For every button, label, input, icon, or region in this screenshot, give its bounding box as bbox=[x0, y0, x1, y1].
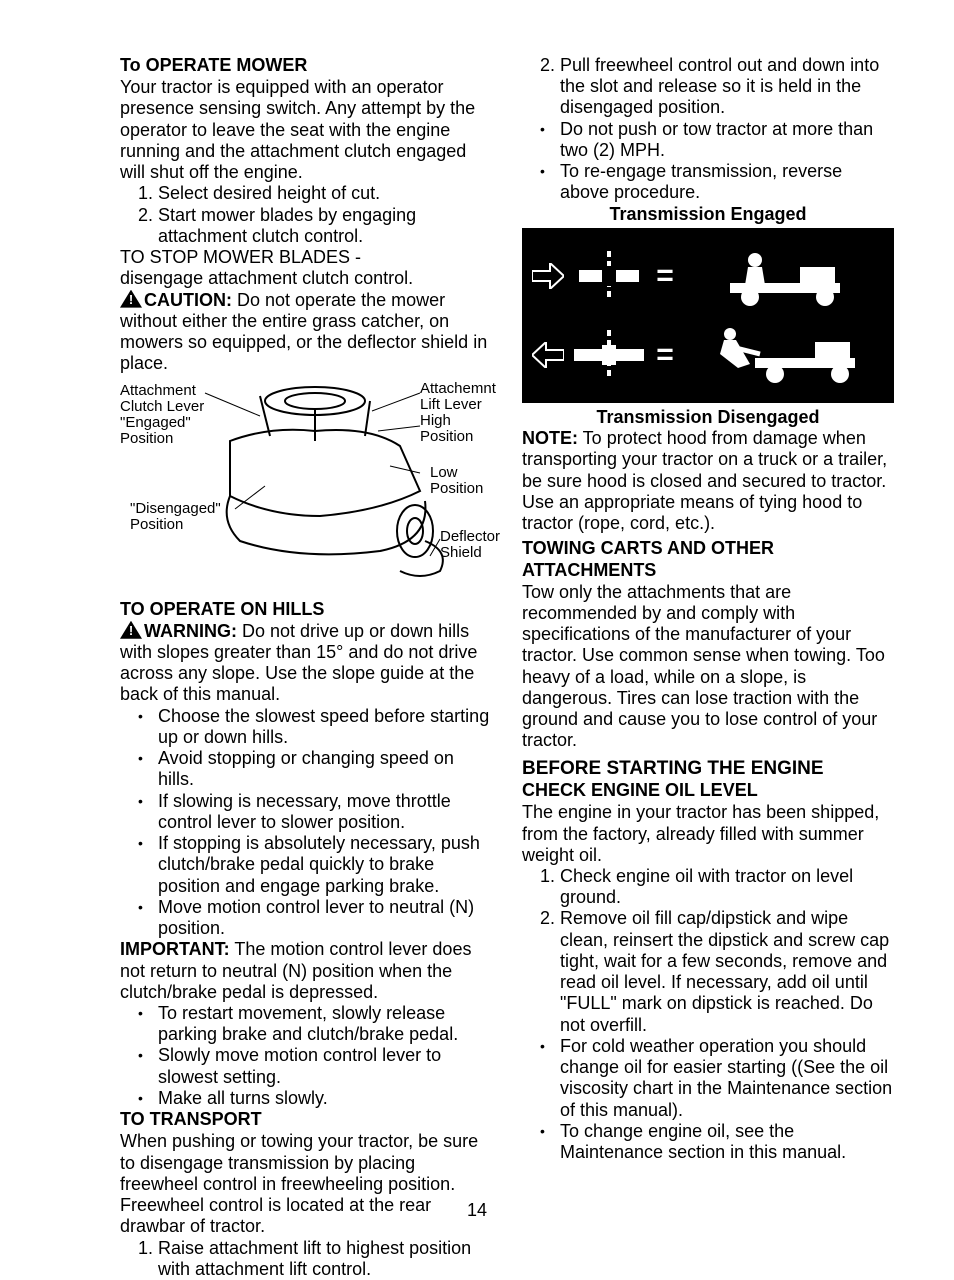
step-num: 2. bbox=[540, 908, 560, 1035]
trans-engaged-row: = bbox=[532, 241, 884, 311]
engine-intro: The engine in your tractor has been ship… bbox=[522, 802, 894, 866]
step-text: Remove oil fill cap/dipstick and wipe cl… bbox=[560, 908, 894, 1035]
bullet-text: Choose the slowest speed before starting… bbox=[158, 706, 492, 748]
trans-disengaged-row: = bbox=[532, 320, 884, 390]
note-label: NOTE: bbox=[522, 428, 578, 448]
fig-label: Attachment bbox=[120, 383, 196, 400]
engine-steps: 1.Check engine oil with tractor on level… bbox=[522, 866, 894, 1036]
right-column: 2.Pull freewheel control out and down in… bbox=[522, 55, 894, 1280]
bullet-text: Slowly move motion control lever to slow… bbox=[158, 1045, 492, 1087]
fig-label: Lift Lever bbox=[420, 397, 482, 414]
bullet-icon: • bbox=[138, 708, 158, 750]
engine-bullets: •For cold weather operation you should c… bbox=[522, 1036, 894, 1163]
fig-label: High bbox=[420, 413, 451, 430]
page-number: 14 bbox=[0, 1200, 954, 1221]
tractor-seated-icon bbox=[686, 245, 884, 307]
left-column: To OPERATE MOWER Your tractor is equippe… bbox=[120, 55, 492, 1280]
mower-intro: Your tractor is equipped with an operato… bbox=[120, 77, 492, 183]
equals-icon: = bbox=[654, 337, 676, 372]
bullet-text: Avoid stopping or changing speed on hill… bbox=[158, 748, 492, 790]
bullet-icon: • bbox=[138, 793, 158, 835]
hills-warning: WARNING: Do not drive up or down hills w… bbox=[120, 621, 492, 706]
fig-label: Position bbox=[420, 429, 473, 446]
step-num: 1. bbox=[540, 866, 560, 908]
towing-text: Tow only the attachments that are recomm… bbox=[522, 582, 894, 752]
transport-intro: When pushing or towing your tractor, be … bbox=[120, 1131, 492, 1237]
bullet-text: To re-engage transmission, reverse above… bbox=[560, 161, 894, 203]
bullet-text: If slowing is necessary, move throttle c… bbox=[158, 791, 492, 833]
bullet-text: To restart movement, slowly release park… bbox=[158, 1003, 492, 1045]
bullet-icon: • bbox=[540, 1123, 560, 1165]
bullet-icon: • bbox=[138, 1005, 158, 1047]
bullet-icon: • bbox=[138, 750, 158, 792]
fig-label: Shield bbox=[440, 545, 482, 562]
bullet-text: For cold weather operation you should ch… bbox=[560, 1036, 894, 1121]
transport-bullets: •Do not push or tow tractor at more than… bbox=[522, 119, 894, 204]
bullet-icon: • bbox=[138, 835, 158, 899]
bullet-icon: • bbox=[138, 1090, 158, 1111]
warning-triangle-icon bbox=[120, 290, 142, 308]
arrow-right-icon bbox=[532, 263, 564, 289]
tractor-pushing-icon bbox=[686, 324, 884, 386]
hills-important: IMPORTANT: The motion control lever does… bbox=[120, 939, 492, 1003]
bullet-icon: • bbox=[540, 163, 560, 205]
engine-sub: CHECK ENGINE OIL LEVEL bbox=[522, 780, 894, 801]
step-text: Select desired height of cut. bbox=[158, 183, 380, 204]
hills-bullets-2: •To restart movement, slowly release par… bbox=[120, 1003, 492, 1109]
arrow-left-icon bbox=[532, 342, 564, 368]
mower-controls-figure: Attachment Clutch Lever "Engaged" Positi… bbox=[120, 381, 492, 591]
step-text: Pull freewheel control out and down into… bbox=[560, 55, 894, 119]
fig-label: Attachemnt bbox=[420, 381, 496, 398]
bullet-text: If stopping is absolutely necessary, pus… bbox=[158, 833, 492, 897]
lever-in-icon bbox=[574, 246, 644, 306]
fig-label: Clutch Lever bbox=[120, 399, 204, 416]
fig-label: Deflector bbox=[440, 529, 500, 546]
fig-label: "Engaged" bbox=[120, 415, 191, 432]
caution-label: CAUTION: bbox=[144, 290, 232, 310]
towing-title: TOWING CARTS AND OTHER ATTACHMENTS bbox=[522, 538, 894, 580]
transmission-diagram: = bbox=[522, 228, 894, 403]
warning-triangle-icon bbox=[120, 621, 142, 639]
stop-label: TO STOP MOWER BLADES - bbox=[120, 247, 492, 268]
step-text: Raise attachment lift to highest positio… bbox=[158, 1238, 492, 1280]
bullet-text: Do not push or tow tractor at more than … bbox=[560, 119, 894, 161]
transport-steps: 1.Raise attachment lift to highest posit… bbox=[120, 1238, 492, 1280]
bullet-text: Move motion control lever to neutral (N)… bbox=[158, 897, 492, 939]
bullet-icon: • bbox=[138, 1047, 158, 1089]
hills-title: TO OPERATE ON HILLS bbox=[120, 599, 492, 620]
caution-block: CAUTION: Do not operate the mower withou… bbox=[120, 290, 492, 375]
bullet-icon: • bbox=[540, 121, 560, 163]
transport-steps-cont: 2.Pull freewheel control out and down in… bbox=[522, 55, 894, 119]
fig-label: Position bbox=[130, 517, 183, 534]
mower-steps: 1.Select desired height of cut. 2.Start … bbox=[120, 183, 492, 247]
warn-label: WARNING: bbox=[144, 621, 237, 641]
transport-title: TO TRANSPORT bbox=[120, 1109, 492, 1130]
trans-disengaged-label: Transmission Disengaged bbox=[522, 407, 894, 428]
mower-title: To OPERATE MOWER bbox=[120, 55, 492, 76]
bullet-icon: • bbox=[540, 1038, 560, 1123]
step-num: 1. bbox=[138, 183, 158, 204]
step-num: 1. bbox=[138, 1238, 158, 1280]
step-num: 2. bbox=[540, 55, 560, 119]
hills-bullets-1: •Choose the slowest speed before startin… bbox=[120, 706, 492, 940]
important-label: IMPORTANT: bbox=[120, 939, 230, 959]
equals-icon: = bbox=[654, 258, 676, 293]
lever-out-icon bbox=[574, 325, 644, 385]
step-num: 2. bbox=[138, 205, 158, 247]
trans-engaged-label: Transmission Engaged bbox=[522, 204, 894, 225]
fig-label: Position bbox=[430, 481, 483, 498]
fig-label: Position bbox=[120, 431, 173, 448]
step-text: Start mower blades by engaging attachmen… bbox=[158, 205, 492, 247]
bullet-text: Make all turns slowly. bbox=[158, 1088, 328, 1109]
two-column-layout: To OPERATE MOWER Your tractor is equippe… bbox=[120, 55, 894, 1280]
engine-title: BEFORE STARTING THE ENGINE bbox=[522, 758, 894, 780]
fig-label: Low bbox=[430, 465, 458, 482]
bullet-text: To change engine oil, see the Maintenanc… bbox=[560, 1121, 894, 1163]
stop-text: disengage attachment clutch control. bbox=[120, 268, 492, 289]
hood-note: NOTE: To protect hood from damage when t… bbox=[522, 428, 894, 534]
step-text: Check engine oil with tractor on level g… bbox=[560, 866, 894, 908]
bullet-icon: • bbox=[138, 899, 158, 941]
fig-label: "Disengaged" bbox=[130, 501, 221, 518]
